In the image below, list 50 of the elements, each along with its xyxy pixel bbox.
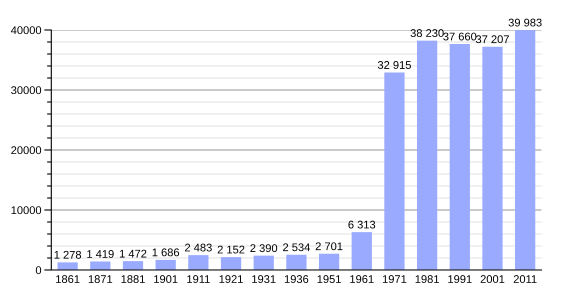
bar xyxy=(450,44,470,270)
bar xyxy=(416,40,438,270)
data-label: 6 313 xyxy=(348,220,376,229)
x-tick-label: 1881 xyxy=(121,275,145,284)
data-label: 1 278 xyxy=(54,250,82,259)
x-tick-label: 1981 xyxy=(416,275,439,284)
bar xyxy=(352,232,372,270)
data-label: 2 152 xyxy=(218,246,244,254)
y-tick-label: 30000 xyxy=(11,86,42,94)
bar xyxy=(188,255,208,270)
data-label: 37 207 xyxy=(476,35,509,44)
x-tick-label: 1861 xyxy=(56,275,80,284)
x-tick-label: 1901 xyxy=(154,275,178,284)
data-label: 2 701 xyxy=(316,242,342,250)
data-label: 37 660 xyxy=(443,32,476,40)
data-label: 2 390 xyxy=(250,244,278,252)
bar xyxy=(220,257,242,270)
bar xyxy=(384,72,405,270)
data-label: 1 686 xyxy=(152,248,180,256)
data-label: 2 534 xyxy=(283,243,310,252)
x-tick-label: 1961 xyxy=(350,275,374,284)
bar xyxy=(515,30,536,270)
y-tick-label: 40000 xyxy=(10,26,42,34)
bar xyxy=(90,261,110,270)
x-tick-label: 2011 xyxy=(514,275,537,284)
x-tick-label: 2001 xyxy=(480,275,504,284)
bar xyxy=(318,254,340,270)
y-tick-label: 10000 xyxy=(12,206,42,214)
data-label: 38 230 xyxy=(410,29,444,38)
bar xyxy=(58,262,78,270)
bar xyxy=(482,46,503,270)
x-tick-label: 1971 xyxy=(382,275,406,284)
bar xyxy=(122,261,144,270)
x-tick-label: 1936 xyxy=(284,275,308,284)
data-label: 2 483 xyxy=(185,244,212,252)
x-tick-label: 1931 xyxy=(252,275,276,284)
bar xyxy=(156,260,176,270)
data-label: 32 915 xyxy=(378,61,411,69)
bar xyxy=(254,256,274,270)
y-tick-label: 0 xyxy=(36,266,42,274)
data-label: 1 419 xyxy=(87,250,114,258)
data-label: 39 983 xyxy=(508,18,542,27)
y-tick-label: 20000 xyxy=(11,146,42,154)
x-tick-label: 1871 xyxy=(88,275,112,284)
data-label: 1 472 xyxy=(120,250,146,258)
x-tick-label: 1951 xyxy=(318,275,341,284)
x-tick-label: 1921 xyxy=(220,275,243,284)
bar xyxy=(286,254,307,270)
x-tick-label: 1911 xyxy=(187,275,210,284)
x-tick-label: 1991 xyxy=(448,275,472,284)
